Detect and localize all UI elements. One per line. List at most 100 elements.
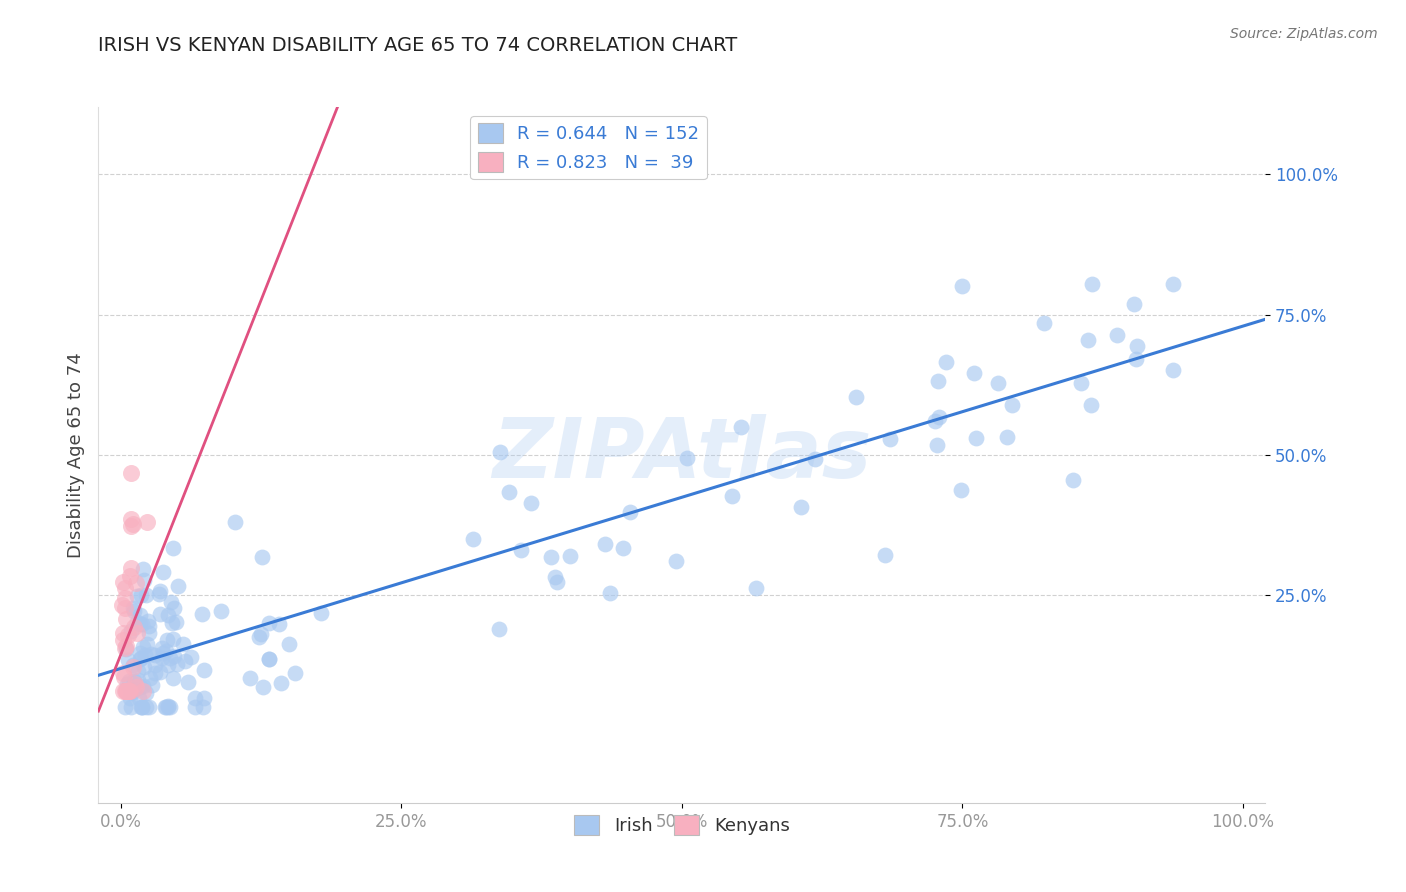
Text: IRISH VS KENYAN DISABILITY AGE 65 TO 74 CORRELATION CHART: IRISH VS KENYAN DISABILITY AGE 65 TO 74 … — [98, 36, 738, 54]
Point — [112, 633, 135, 648]
Point — [163, 601, 186, 615]
Point — [259, 615, 281, 630]
Point — [879, 432, 901, 446]
Point — [252, 680, 274, 694]
Point — [1077, 333, 1099, 347]
Point — [510, 542, 533, 557]
Point — [129, 651, 152, 665]
Point — [131, 616, 153, 631]
Point — [935, 355, 957, 369]
Point — [122, 658, 145, 673]
Point — [612, 541, 634, 555]
Point — [1080, 398, 1102, 412]
Point — [114, 591, 136, 605]
Point — [156, 698, 179, 713]
Point — [115, 683, 138, 698]
Point — [129, 588, 152, 602]
Point — [117, 683, 139, 698]
Point — [138, 625, 160, 640]
Point — [174, 654, 197, 668]
Point — [112, 575, 135, 590]
Point — [121, 683, 143, 698]
Point — [924, 414, 946, 428]
Point — [193, 690, 215, 705]
Point — [149, 665, 172, 680]
Point — [193, 663, 215, 677]
Point — [135, 700, 157, 714]
Point — [122, 673, 145, 688]
Point — [117, 653, 139, 667]
Point — [122, 684, 145, 698]
Point — [845, 390, 868, 404]
Point — [114, 612, 136, 626]
Point — [804, 451, 827, 466]
Point — [1000, 398, 1022, 412]
Point — [157, 700, 180, 714]
Point — [461, 532, 484, 546]
Point — [159, 700, 181, 714]
Point — [150, 650, 173, 665]
Point — [118, 673, 141, 688]
Point — [125, 575, 148, 590]
Point — [127, 615, 149, 629]
Point — [162, 671, 184, 685]
Point — [873, 548, 896, 562]
Point — [489, 445, 512, 459]
Text: Source: ZipAtlas.com: Source: ZipAtlas.com — [1230, 27, 1378, 41]
Point — [114, 581, 136, 595]
Point — [247, 630, 270, 644]
Point — [124, 604, 146, 618]
Point — [250, 549, 273, 564]
Point — [131, 700, 153, 714]
Point — [224, 516, 246, 530]
Y-axis label: Disability Age 65 to 74: Disability Age 65 to 74 — [66, 352, 84, 558]
Point — [1062, 474, 1084, 488]
Point — [115, 683, 138, 698]
Point — [148, 587, 170, 601]
Point — [166, 657, 188, 671]
Point — [1122, 297, 1144, 311]
Point — [1032, 316, 1054, 330]
Point — [118, 683, 141, 698]
Point — [125, 589, 148, 603]
Point — [135, 637, 157, 651]
Point — [928, 410, 950, 425]
Point — [138, 700, 160, 714]
Point — [558, 549, 581, 563]
Point — [111, 625, 134, 640]
Point — [239, 671, 262, 685]
Point — [115, 683, 138, 698]
Point — [284, 665, 307, 680]
Point — [152, 646, 174, 660]
Point — [132, 683, 155, 698]
Point — [143, 657, 166, 672]
Point — [520, 496, 543, 510]
Point — [184, 700, 207, 714]
Point — [127, 626, 149, 640]
Point — [127, 664, 149, 678]
Point — [1081, 277, 1104, 291]
Point — [118, 683, 141, 698]
Point — [120, 686, 142, 700]
Point — [115, 683, 138, 698]
Point — [730, 419, 752, 434]
Point — [120, 624, 142, 639]
Point — [162, 541, 184, 555]
Point — [177, 674, 200, 689]
Point — [278, 637, 301, 651]
Point — [257, 652, 280, 666]
Point — [120, 700, 142, 714]
Point — [745, 581, 768, 595]
Point — [987, 376, 1010, 391]
Point — [120, 561, 142, 575]
Point — [257, 652, 280, 666]
Point — [950, 279, 973, 293]
Point — [122, 660, 145, 674]
Point — [112, 665, 135, 680]
Point — [135, 588, 157, 602]
Point — [595, 537, 617, 551]
Point — [1163, 363, 1185, 377]
Point — [114, 683, 136, 698]
Point — [721, 490, 744, 504]
Point — [498, 485, 520, 500]
